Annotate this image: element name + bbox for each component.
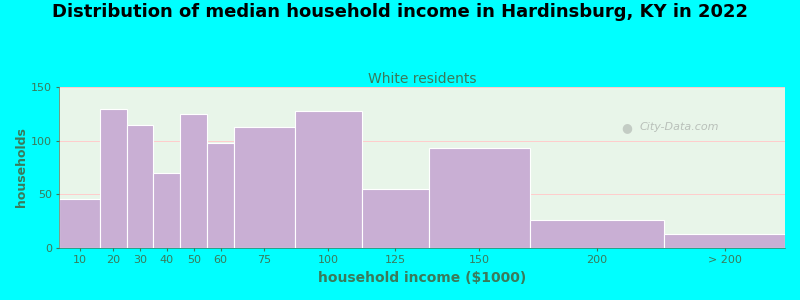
Bar	[294, 111, 362, 248]
Bar	[59, 199, 100, 248]
Text: ●: ●	[622, 121, 633, 134]
Bar	[207, 143, 234, 248]
Bar	[530, 220, 664, 248]
Text: City-Data.com: City-Data.com	[640, 122, 719, 132]
Title: White residents: White residents	[368, 72, 477, 86]
Bar	[362, 189, 429, 248]
Bar	[180, 114, 207, 248]
Bar	[664, 234, 785, 248]
Text: Distribution of median household income in Hardinsburg, KY in 2022: Distribution of median household income …	[52, 3, 748, 21]
Bar	[100, 109, 126, 248]
Bar	[234, 127, 294, 248]
Bar	[429, 148, 530, 248]
Bar	[154, 173, 180, 248]
Y-axis label: households: households	[15, 128, 28, 207]
X-axis label: household income ($1000): household income ($1000)	[318, 271, 526, 285]
Bar	[126, 124, 154, 248]
